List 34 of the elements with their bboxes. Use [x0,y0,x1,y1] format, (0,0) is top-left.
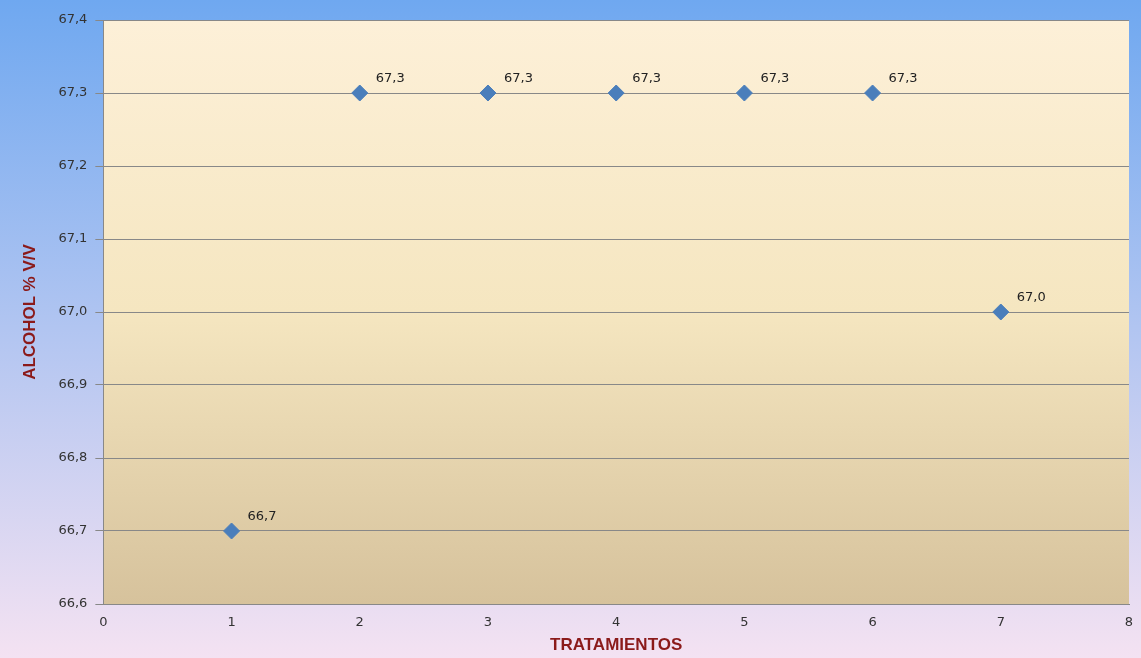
y-tick-label: 67,4 [58,11,88,27]
data-label: 67,0 [1016,289,1046,305]
x-tick-label: 1 [227,614,236,630]
point [992,303,1010,321]
x-tick-label: 3 [483,614,493,630]
y-axis-title: ALCOHOL % V/V [19,243,39,380]
y-tick-label: 67,2 [58,157,88,173]
point [607,84,625,102]
data-label: 67,3 [503,70,533,86]
data-label: 67,3 [375,70,405,86]
y-tick-label: 67,1 [58,230,88,246]
y-tick-label: 66,8 [58,449,88,465]
x-tick-label: 4 [612,614,621,630]
data-label: 67,3 [632,70,662,86]
x-tick-label: 8 [1124,614,1134,630]
point [735,84,753,102]
x-tick-label: 6 [868,614,877,630]
point [223,522,241,540]
point [351,84,369,102]
data-label: 66,7 [247,508,277,524]
x-tick-label: 7 [996,614,1005,630]
data-label: 67,3 [888,70,918,86]
x-tick-label: 0 [99,614,108,630]
point [479,84,497,102]
y-tick-label: 67,3 [58,84,88,100]
y-tick-label: 66,7 [58,522,88,538]
y-tick-label: 66,9 [58,376,88,392]
x-tick-label: 2 [355,614,364,630]
data-label: 67,3 [760,70,790,86]
y-tick-label: 66,6 [58,595,88,611]
x-axis-title: TRATAMIENTOS [550,635,683,655]
point [864,84,882,102]
y-tick-label: 67,0 [58,303,88,319]
x-tick-label: 5 [740,614,749,630]
